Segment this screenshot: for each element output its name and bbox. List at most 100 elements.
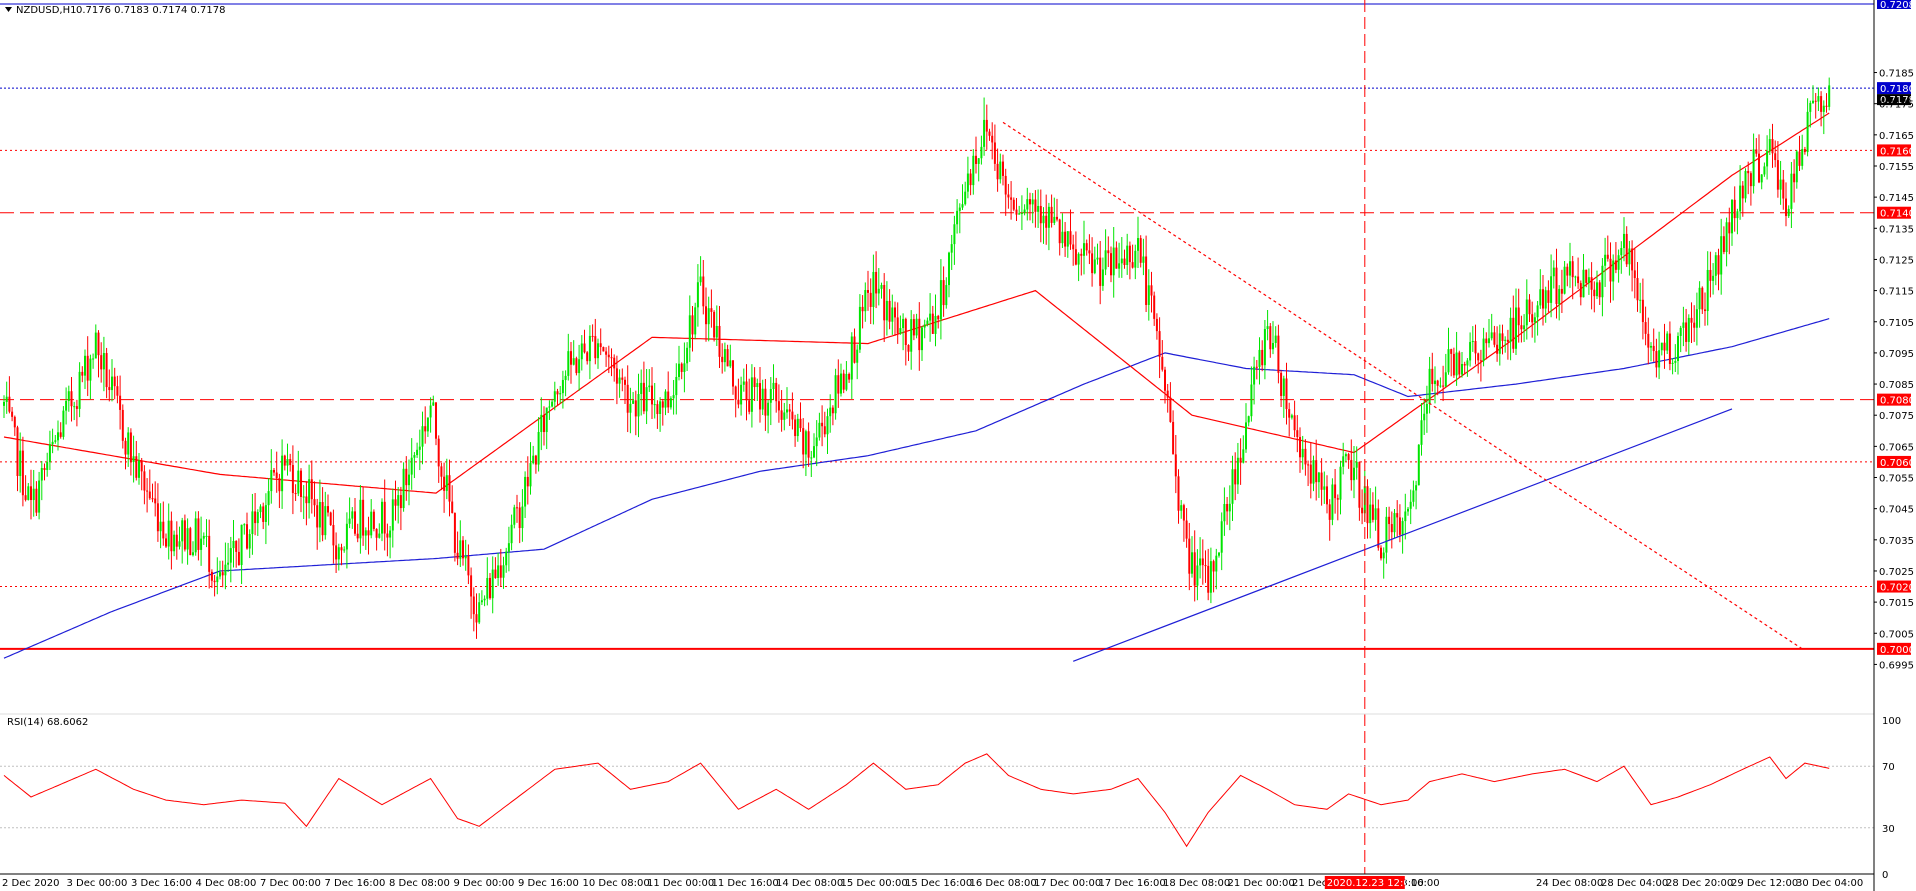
candle-body	[1263, 328, 1266, 366]
candle-body	[540, 414, 543, 432]
candle-body	[278, 478, 281, 492]
candle-body	[750, 377, 753, 412]
candle-body	[1779, 179, 1782, 190]
candle-body	[229, 548, 232, 563]
candle-body	[1104, 250, 1107, 270]
candle-body	[586, 352, 589, 362]
candle-body	[872, 271, 875, 307]
candle-body	[175, 534, 178, 547]
candle-body	[953, 224, 956, 245]
candle-body	[165, 538, 167, 547]
candle-body	[1709, 269, 1712, 281]
candle-body	[775, 382, 778, 402]
candle-body	[135, 456, 138, 478]
candle-body	[1714, 255, 1717, 276]
candle-body	[1542, 289, 1544, 309]
candle-body	[459, 540, 462, 559]
candle-body	[1388, 516, 1391, 525]
candle-body	[513, 507, 516, 525]
candle-body	[254, 511, 257, 524]
candle-body	[1061, 231, 1064, 244]
candle-body	[1018, 213, 1021, 215]
candle-body	[264, 505, 267, 522]
candle-body	[156, 503, 159, 532]
candle-body	[486, 577, 489, 599]
candle-body	[769, 389, 772, 403]
candle-body	[316, 505, 319, 528]
candle-body	[340, 547, 343, 551]
candle-body	[1496, 344, 1499, 354]
time-tick-label: 21 Dec 00:00	[1228, 878, 1295, 889]
candle-body	[1096, 257, 1099, 260]
candle-body	[948, 252, 950, 286]
candle-body	[1020, 213, 1023, 215]
candle-body	[834, 375, 837, 414]
candle-body	[1528, 299, 1531, 315]
candle-body	[1663, 342, 1666, 351]
candle-body	[1763, 166, 1766, 175]
level-label: 0.7060	[1880, 458, 1915, 469]
candle-body	[94, 332, 97, 359]
candle-body	[694, 307, 697, 335]
level-badge	[1877, 642, 1911, 655]
ohlc-label: 0.7176 0.7183 0.7174 0.7178	[76, 5, 226, 16]
candle-body	[1628, 248, 1631, 265]
time-axis: 2 Dec 2020 3 Dec 00:00 3 Dec 16:00 4 Dec 08…	[0, 873, 1874, 889]
candle-body	[1396, 513, 1399, 518]
time-tick-label: 3 Dec 16:00	[131, 878, 192, 889]
candle-body	[1706, 269, 1709, 312]
top-label: 0.7208	[1880, 0, 1915, 11]
candle-body	[489, 577, 491, 599]
candle-body	[1080, 253, 1083, 256]
time-tick-label: 11 Dec 00:00	[647, 878, 714, 889]
candle-body	[1458, 352, 1461, 375]
candle-body	[1701, 287, 1704, 310]
price-tick-label: 0.7115	[1879, 287, 1914, 298]
candle-body	[148, 491, 151, 499]
candle-body	[345, 523, 348, 550]
candle-body	[359, 499, 362, 539]
candle-body	[861, 306, 864, 312]
candle-body	[1164, 369, 1166, 391]
triangle-down-icon[interactable]	[5, 7, 12, 12]
candle-body	[696, 282, 699, 308]
candle-body	[318, 502, 321, 528]
candle-body	[1012, 199, 1015, 210]
candle-body	[1058, 219, 1061, 244]
candle-body	[499, 565, 502, 578]
candle-body	[413, 455, 416, 458]
price-tick-label: 0.7045	[1879, 505, 1914, 516]
candle-body	[729, 360, 732, 367]
rsi-tick-label: 0	[1882, 870, 1888, 881]
candle-body	[853, 336, 856, 363]
candle-body	[1652, 345, 1655, 352]
candle-body	[1658, 350, 1661, 368]
candle-body	[1064, 231, 1067, 247]
candle-body	[121, 409, 124, 441]
candle-body	[1002, 161, 1004, 176]
candle-body	[1320, 472, 1323, 490]
candle-body	[996, 163, 999, 180]
rsi-line	[3, 753, 1830, 848]
candle-body	[516, 507, 518, 509]
candle-body	[108, 387, 111, 391]
candle-body	[1045, 215, 1048, 228]
candle-body	[813, 446, 815, 458]
candle-body	[1644, 322, 1647, 334]
candle-body	[1366, 486, 1369, 524]
candle-body	[964, 191, 967, 205]
candle-body	[1231, 469, 1234, 504]
candle-body	[1609, 258, 1612, 282]
candle-body	[1660, 342, 1663, 351]
candle-body	[780, 410, 783, 420]
trendline	[1002, 121, 1803, 650]
candle-body	[977, 158, 980, 164]
candle-body	[173, 534, 176, 552]
candle-body	[1620, 248, 1623, 256]
candle-body	[267, 491, 270, 506]
candle-body	[597, 343, 599, 359]
candle-body	[221, 572, 224, 576]
candle-body	[999, 161, 1002, 180]
candle-body	[1218, 552, 1220, 556]
